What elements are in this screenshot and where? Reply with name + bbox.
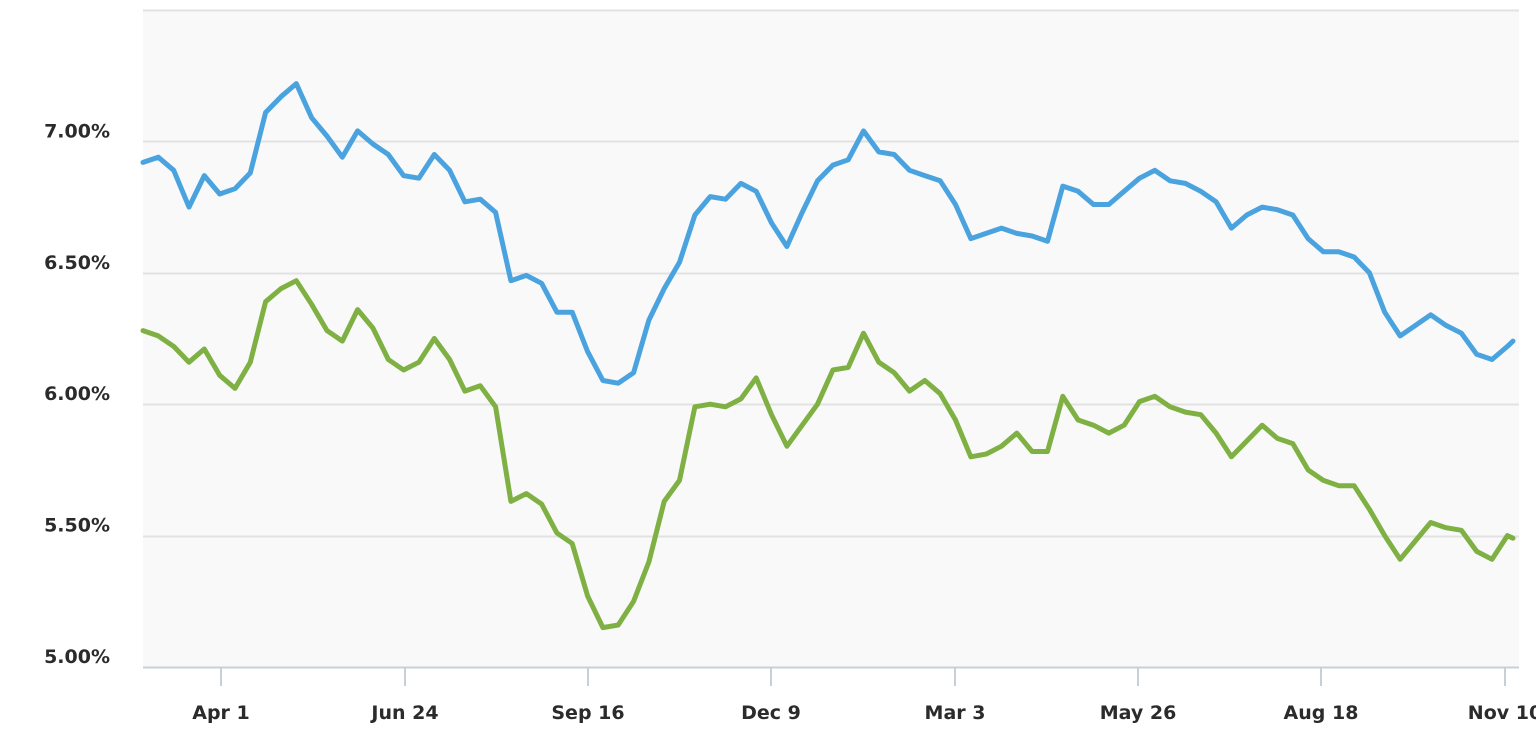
series-line-1 — [140, 81, 1516, 386]
x-tick-label: Sep 16 — [551, 702, 624, 724]
x-tick-label: Aug 18 — [1284, 702, 1359, 724]
y-tick-label: 7.00% — [44, 120, 110, 142]
series-lines — [140, 81, 1516, 631]
y-tick-label: 5.50% — [44, 515, 110, 537]
series-line-2 — [140, 278, 1516, 631]
y-tick-label: 6.00% — [44, 383, 110, 405]
x-tick-label: May 26 — [1100, 702, 1177, 724]
y-tick-label: 5.00% — [44, 646, 110, 668]
plot-area — [143, 10, 1519, 667]
x-tick-label: Apr 1 — [192, 702, 250, 724]
x-tick-label: Dec 9 — [741, 702, 801, 724]
x-tick-label: Nov 10 — [1468, 702, 1536, 724]
x-tick-label: Mar 3 — [925, 702, 986, 724]
x-tick-label: Jun 24 — [369, 702, 438, 724]
y-tick-label: 6.50% — [44, 252, 110, 274]
x-axis: Apr 1 Jun 24 Sep 16 Dec 9 Mar 3 May 26 Aug 18 N… — [143, 666, 1536, 724]
y-axis: 5.00% 5.50% 6.00% 6.50% 7.00% — [44, 120, 110, 668]
